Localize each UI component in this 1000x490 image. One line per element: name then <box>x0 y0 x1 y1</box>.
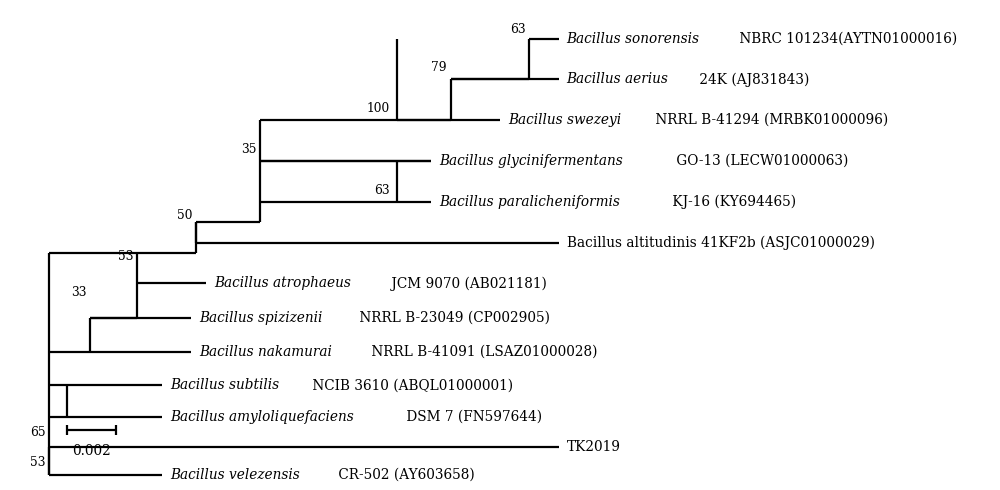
Text: Bacillus spizizenii: Bacillus spizizenii <box>199 311 323 325</box>
Text: Bacillus subtilis: Bacillus subtilis <box>170 378 279 392</box>
Text: 50: 50 <box>177 209 192 222</box>
Text: NRRL B-41091 (LSAZ01000028): NRRL B-41091 (LSAZ01000028) <box>367 344 598 359</box>
Text: Bacillus sonorensis: Bacillus sonorensis <box>567 31 700 46</box>
Text: 63: 63 <box>375 184 390 197</box>
Text: NCIB 3610 (ABQL01000001): NCIB 3610 (ABQL01000001) <box>308 378 513 392</box>
Text: CR-502 (AY603658): CR-502 (AY603658) <box>334 467 475 482</box>
Text: Bacillus aerius: Bacillus aerius <box>567 73 669 86</box>
Text: Bacillus altitudinis 41KF2b (ASJC01000029): Bacillus altitudinis 41KF2b (ASJC0100002… <box>567 235 875 250</box>
Text: Bacillus amyloliquefaciens: Bacillus amyloliquefaciens <box>170 410 353 424</box>
Text: Bacillus nakamurai: Bacillus nakamurai <box>199 344 332 359</box>
Text: DSM 7 (FN597644): DSM 7 (FN597644) <box>402 410 542 424</box>
Text: JCM 9070 (AB021181): JCM 9070 (AB021181) <box>387 276 547 291</box>
Text: GO-13 (LECW01000063): GO-13 (LECW01000063) <box>672 154 848 168</box>
Text: 0.002: 0.002 <box>72 444 111 458</box>
Text: 53: 53 <box>30 456 45 469</box>
Text: 53: 53 <box>118 250 133 263</box>
Text: KJ-16 (KY694465): KJ-16 (KY694465) <box>668 195 796 209</box>
Text: 33: 33 <box>71 286 86 299</box>
Text: 35: 35 <box>241 143 257 156</box>
Text: 100: 100 <box>367 102 390 115</box>
Text: 65: 65 <box>30 426 45 439</box>
Text: 24K (AJ831843): 24K (AJ831843) <box>695 72 810 87</box>
Text: NBRC 101234(AYTN01000016): NBRC 101234(AYTN01000016) <box>735 31 957 46</box>
Text: Bacillus glycinifermentans: Bacillus glycinifermentans <box>439 154 623 168</box>
Text: 79: 79 <box>431 61 447 74</box>
Text: NRRL B-41294 (MRBK01000096): NRRL B-41294 (MRBK01000096) <box>651 113 888 127</box>
Text: NRRL B-23049 (CP002905): NRRL B-23049 (CP002905) <box>355 311 550 325</box>
Text: Bacillus swezeyi: Bacillus swezeyi <box>508 113 621 127</box>
Text: TK2019: TK2019 <box>567 440 621 454</box>
Text: 63: 63 <box>510 23 525 36</box>
Text: Bacillus atrophaeus: Bacillus atrophaeus <box>214 276 351 291</box>
Text: Bacillus velezensis: Bacillus velezensis <box>170 467 299 482</box>
Text: Bacillus paralicheniformis: Bacillus paralicheniformis <box>439 195 620 209</box>
